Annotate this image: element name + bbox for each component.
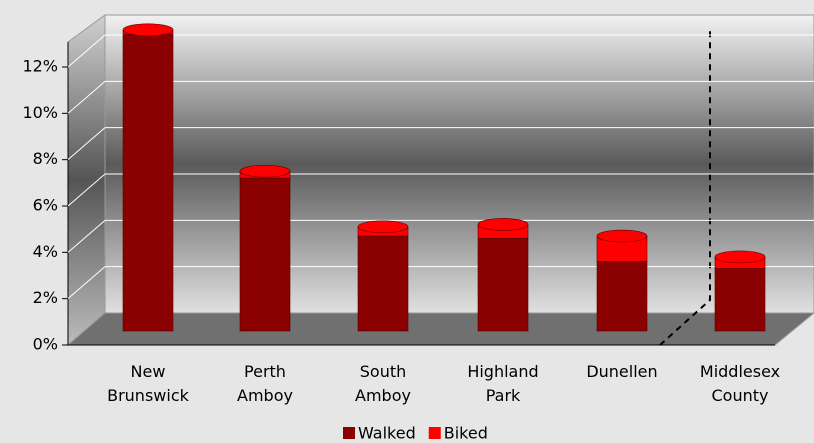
x-tick-label-line: Brunswick	[107, 386, 190, 405]
bar-cap	[239, 164, 291, 178]
y-tick-label: 6%	[33, 196, 58, 215]
legend-swatch	[343, 427, 355, 439]
x-tick-label-line: Park	[486, 386, 521, 405]
x-tick-label: South Amboy	[355, 362, 411, 405]
back-wall	[104, 14, 814, 314]
side-wall	[67, 14, 106, 347]
x-tick-label: Perth Amboy	[237, 362, 293, 405]
bar-cap	[596, 229, 648, 243]
grid-line	[67, 127, 106, 161]
x-tick-label: Highland Park	[467, 362, 538, 405]
y-tick-label: 8%	[33, 149, 58, 168]
y-tick-label: 2%	[33, 288, 58, 307]
floor	[66, 312, 814, 346]
x-tick-label-line: Perth	[244, 362, 286, 381]
bar-cap	[714, 250, 766, 264]
bar-segment	[477, 238, 529, 332]
bar-cap	[357, 220, 409, 234]
grid-line	[67, 219, 106, 253]
x-tick-label-line: Highland	[467, 362, 538, 381]
y-tick-label: 12%	[22, 57, 58, 76]
y-tick-label: 4%	[33, 242, 58, 261]
bar-segment	[596, 261, 648, 332]
grid-line	[67, 173, 106, 207]
bar-segment	[357, 235, 409, 332]
x-tick-label: New Brunswick	[107, 362, 190, 405]
bar-cap	[477, 218, 529, 231]
x-tick-label-line: Amboy	[355, 386, 411, 405]
bar-cap	[122, 23, 174, 37]
x-tick-label-line: Amboy	[237, 386, 293, 405]
grid-line	[67, 266, 106, 300]
legend-label: Biked	[444, 424, 488, 443]
x-tick-label-line: South	[360, 362, 407, 381]
x-tick-label: Middlesex County	[700, 362, 780, 405]
x-tick-label-line: Middlesex	[700, 362, 780, 381]
y-tick-label: 0%	[33, 335, 58, 354]
x-tick-label-line: Dunellen	[586, 362, 657, 381]
bar-segment	[714, 268, 766, 332]
x-tick-label: Dunellen	[586, 362, 657, 381]
bar-segment	[239, 177, 291, 332]
x-tick-label-line: New	[131, 362, 166, 381]
x-tick-label-line: County	[712, 386, 769, 405]
y-tick-label: 10%	[22, 103, 58, 122]
grid-line	[67, 34, 106, 68]
legend-label: Walked	[358, 424, 416, 443]
separator	[659, 30, 711, 346]
grid-line	[67, 80, 106, 114]
legend-swatch	[428, 427, 441, 439]
bar-segment	[122, 34, 174, 332]
